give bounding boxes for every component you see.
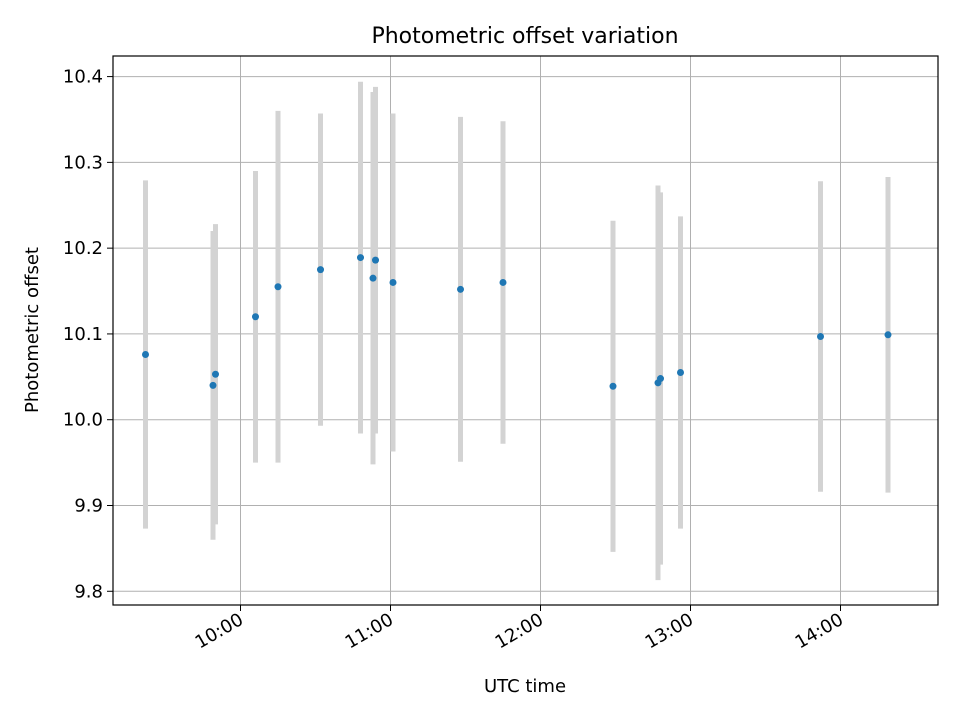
y-tick-label: 10.1 (63, 324, 103, 345)
data-point (609, 382, 617, 390)
y-tick-label: 10.0 (63, 410, 103, 431)
y-axis-ticks: 9.8 9.9 10.0 10.1 10.2 10.3 10.4 (63, 67, 113, 602)
data-point (457, 285, 464, 293)
data-point (357, 254, 364, 262)
data-point (499, 278, 507, 286)
data-point (884, 331, 892, 339)
data-point (274, 283, 282, 291)
chart-title: Photometric offset variation (371, 24, 678, 49)
data-point (389, 278, 397, 286)
data-point (817, 333, 824, 341)
data-point (369, 274, 377, 282)
data-points (142, 254, 892, 390)
y-tick-label: 10.3 (63, 152, 103, 173)
data-point (372, 256, 379, 264)
data-point (252, 313, 259, 321)
y-tick-label: 10.2 (63, 238, 103, 259)
y-axis-label: Photometric offset (22, 247, 43, 413)
data-point (212, 370, 219, 378)
y-tick-label: 9.8 (74, 581, 103, 602)
x-axis-label: UTC time (484, 676, 566, 697)
plot-area-frame (112, 55, 939, 606)
data-point (677, 369, 684, 377)
y-tick-label: 10.4 (63, 67, 103, 88)
y-tick-label: 9.9 (74, 495, 103, 516)
data-point (657, 375, 664, 383)
data-point (209, 381, 217, 389)
data-point (317, 266, 324, 274)
data-point (142, 351, 149, 359)
